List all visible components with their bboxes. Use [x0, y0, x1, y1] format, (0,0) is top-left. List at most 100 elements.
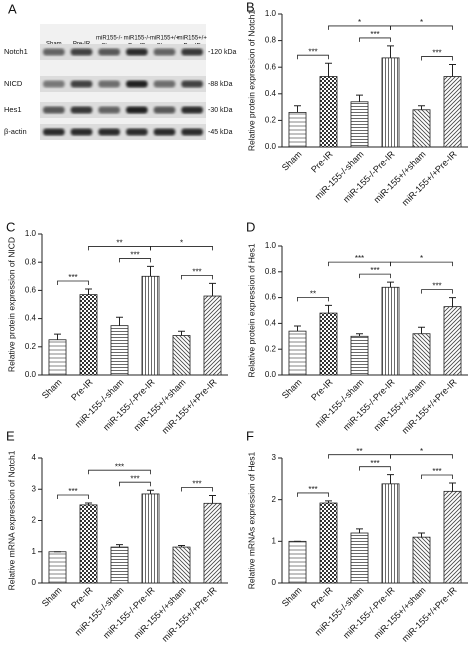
y-tick-label: 0.8 [265, 36, 277, 45]
y-tick-label: 0.2 [265, 116, 277, 125]
significance-bracket [297, 54, 329, 60]
band [181, 80, 203, 88]
blot-strip [40, 76, 206, 92]
error-bar [418, 326, 425, 334]
significance-bracket [88, 469, 151, 475]
bar [172, 546, 191, 584]
error-bar [116, 544, 123, 548]
significance-label: *** [308, 485, 317, 494]
error-bar [387, 281, 394, 288]
significance-bracket [390, 261, 453, 267]
bar [141, 493, 160, 584]
band [181, 128, 203, 136]
row-label: Notch1 [4, 47, 28, 56]
y-tick-label: 0.2 [25, 342, 37, 351]
significance-bracket [359, 37, 391, 42]
x-tick-label: Pre-IR [309, 149, 335, 175]
band [126, 80, 148, 88]
band [98, 80, 120, 88]
error-bar [147, 265, 154, 277]
significance-label: *** [192, 480, 201, 489]
error-bar [356, 528, 363, 533]
significance-label: *** [308, 47, 317, 56]
band [43, 128, 65, 136]
y-tick-label: 1.0 [265, 9, 277, 18]
x-tick-label: Pre-IR [69, 377, 95, 403]
significance-bracket [297, 296, 329, 302]
y-tick-label: 3 [272, 453, 277, 462]
panel-label: C [6, 219, 15, 234]
significance-bracket [421, 56, 453, 61]
bar [172, 335, 191, 376]
error-bar [449, 297, 456, 307]
y-tick-label: 0.0 [265, 142, 277, 151]
error-bar [449, 482, 456, 492]
y-axis-label: Relative protein expression of NICD [6, 237, 16, 372]
lane-label: miR155-/- [124, 36, 150, 42]
x-tick-label: miR-155+/+Pre-IR [400, 377, 459, 436]
bar [350, 335, 369, 376]
bar [412, 333, 431, 376]
panel-label: E [6, 428, 15, 443]
size-label: -88 kDa [208, 81, 233, 88]
error-bar [85, 502, 92, 505]
bar [319, 502, 338, 584]
error-bar [294, 325, 301, 332]
band [70, 128, 93, 136]
bar [319, 76, 338, 148]
bar [48, 339, 67, 376]
x-tick-label: Sham [280, 149, 304, 173]
x-tick-label: Pre-IR [69, 585, 95, 611]
chart: D Relative protein expression of Hes1 0.0 0… [246, 219, 468, 436]
band [126, 128, 148, 136]
significance-label: *** [432, 49, 441, 58]
bar [412, 536, 431, 584]
error-bar [325, 304, 332, 314]
x-tick-label: Sham [280, 585, 304, 609]
significance-label: *** [370, 459, 379, 468]
band [126, 48, 148, 56]
y-tick-label: 1.0 [25, 229, 37, 238]
band [98, 128, 120, 136]
band [181, 106, 203, 114]
y-axis-label: Relative protein expression of Notch1 [246, 10, 256, 152]
y-tick-label: 0.6 [25, 286, 37, 295]
y-tick-label: 1 [32, 547, 37, 556]
blot-strip [40, 124, 206, 140]
bar [443, 306, 462, 376]
panel-label: D [246, 219, 255, 234]
significance-label: ** [116, 239, 122, 248]
y-tick-label: 0.8 [25, 257, 37, 266]
size-label: -120 kDa [208, 49, 237, 56]
bar [443, 76, 462, 148]
significance-label: *** [432, 467, 441, 476]
significance-bracket [57, 494, 89, 499]
y-axis-label: Relative mRNAs expression of Hes1 [246, 452, 256, 590]
y-tick-label: 0.0 [25, 370, 37, 379]
band [98, 106, 120, 114]
row-label: Hes1 [4, 105, 22, 114]
error-bar [356, 333, 363, 337]
bar [79, 294, 98, 376]
y-tick-label: 4 [32, 453, 37, 462]
significance-label: *** [370, 266, 379, 275]
error-bar [178, 330, 185, 336]
bar [350, 532, 369, 584]
significance-label: *** [130, 251, 139, 260]
y-tick-label: 0.6 [265, 62, 277, 71]
significance-label: *** [432, 282, 441, 291]
chart: C Relative protein expression of NICD 0.0 0… [6, 219, 228, 436]
significance-label: ** [356, 447, 362, 456]
significance-label: *** [355, 254, 364, 263]
significance-bracket [119, 258, 151, 263]
bar [48, 551, 67, 584]
x-tick-label: Pre-IR [309, 377, 335, 403]
band [70, 106, 93, 114]
y-tick-label: 0.4 [265, 89, 277, 98]
significance-label: * [180, 239, 183, 248]
bar [381, 57, 400, 148]
significance-bracket [119, 481, 151, 487]
significance-bracket [57, 280, 89, 285]
